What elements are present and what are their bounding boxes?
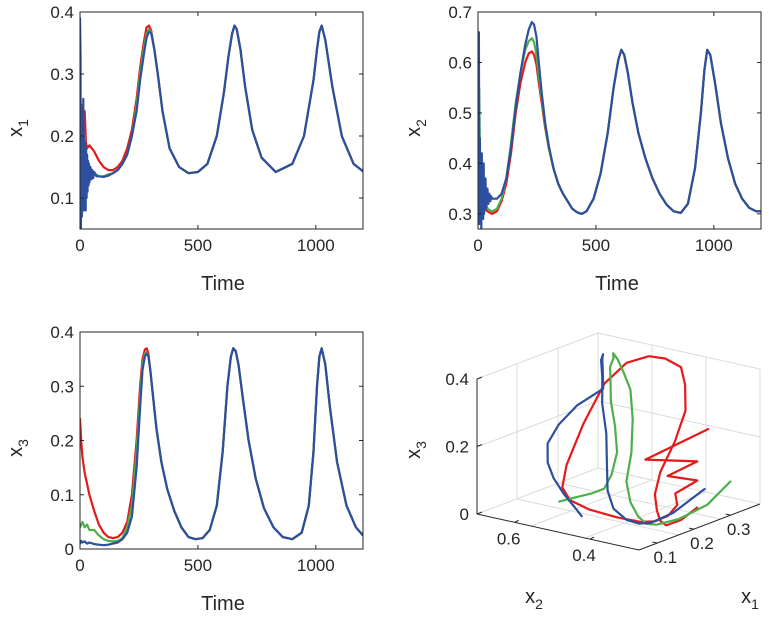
trajectory-green	[558, 352, 732, 526]
y-axis-label: x2	[525, 586, 543, 612]
z-tick-mark	[476, 444, 483, 447]
x-tick-label: 0	[75, 556, 84, 575]
series-line-blue	[80, 17, 363, 229]
plot-x3-vs-time: 0 500 1000 0 0.1 0.2 0.3 0.4 Time x3	[5, 323, 364, 615]
y-tick-label: 0.6	[497, 529, 521, 548]
gridline	[530, 479, 653, 527]
y-tick-label: 0.2	[50, 432, 74, 451]
x-tick-mark	[688, 527, 695, 530]
y-tick-label: 0.2	[50, 127, 74, 146]
gridline	[584, 491, 707, 539]
gridline	[516, 498, 680, 536]
y-tick-label: 0.1	[50, 189, 74, 208]
y-tick-label: 0.4	[50, 3, 74, 22]
axes-3d	[476, 379, 761, 551]
z-tick-label: 0.2	[445, 438, 469, 457]
plot-x1-vs-time: 0 500 1000 0.1 0.2 0.3 0.4 Time x1	[5, 3, 364, 295]
y-tick-label: 0.3	[50, 377, 74, 396]
x-tick-label: 500	[184, 556, 212, 575]
x-axis-line	[638, 503, 761, 551]
x-tick-label: 0.1	[654, 548, 678, 567]
series-line-blue	[478, 21, 761, 229]
phase-portrait-3d: 0.1 0.2 0.3 0.4 0.6 0 0.2 0.4 x1 x2 x3	[403, 332, 761, 612]
y-tick-label: 0.6	[448, 53, 472, 72]
x-tick-label: 500	[184, 236, 212, 255]
plot-frame	[79, 11, 364, 230]
x-axis-label: Time	[201, 273, 245, 295]
plot-frame	[477, 11, 762, 230]
y-tick-label: 0	[65, 540, 74, 559]
plot-frame	[79, 331, 364, 550]
y-tick-label: 0.3	[50, 65, 74, 84]
x-tick-label: 1000	[297, 236, 335, 255]
plot-x2-vs-time: 0 500 1000 0.3 0.4 0.5 0.6 0.7 Time x2	[403, 3, 762, 295]
x-axis-label: x1	[741, 586, 759, 612]
x-tick-mark	[652, 541, 658, 544]
z-axis-label: x3	[403, 441, 429, 459]
x-tick-mark	[725, 513, 731, 516]
y-axis-line	[476, 513, 640, 551]
x-axis-label: Time	[595, 273, 639, 295]
x-tick-label: 0.3	[727, 520, 751, 539]
x-tick-label: 0	[473, 236, 482, 255]
trajectory-blue	[546, 353, 706, 525]
z-tick-label: 0	[460, 505, 469, 524]
y-axis-label: x1	[5, 119, 31, 137]
y-axis-label: x3	[5, 439, 31, 457]
y-tick-label: 0.5	[448, 104, 472, 123]
trajectory-red	[561, 355, 710, 527]
x-tick-label: 500	[582, 236, 610, 255]
series-line-blue	[80, 347, 363, 547]
gridline	[476, 400, 599, 448]
x-axis-label: Time	[201, 593, 245, 615]
z-tick-mark	[476, 511, 483, 515]
y-axis-label: x2	[403, 119, 429, 137]
x-tick-label: 1000	[695, 236, 733, 255]
y-tick-label: 0.4	[448, 154, 472, 173]
series-line-green	[478, 37, 761, 215]
y-tick-mark	[589, 536, 595, 540]
y-tick-label: 0.7	[448, 3, 472, 22]
x-tick-label: 1000	[297, 556, 335, 575]
y-tick-label: 0.3	[448, 205, 472, 224]
series-line-green	[80, 347, 363, 543]
x-tick-label: 0	[75, 236, 84, 255]
grid-walls	[476, 332, 761, 539]
y-tick-mark	[514, 519, 519, 523]
y-tick-label: 0.1	[50, 486, 74, 505]
series-line-red	[80, 347, 363, 541]
x-tick-label: 0.2	[690, 534, 714, 553]
z-tick-label: 0.4	[445, 370, 469, 389]
gridline	[597, 400, 761, 438]
y-tick-label: 0.4	[572, 546, 596, 565]
z-tick-mark	[476, 376, 483, 380]
y-tick-label: 0.4	[50, 323, 74, 342]
series-line-red	[80, 24, 363, 175]
